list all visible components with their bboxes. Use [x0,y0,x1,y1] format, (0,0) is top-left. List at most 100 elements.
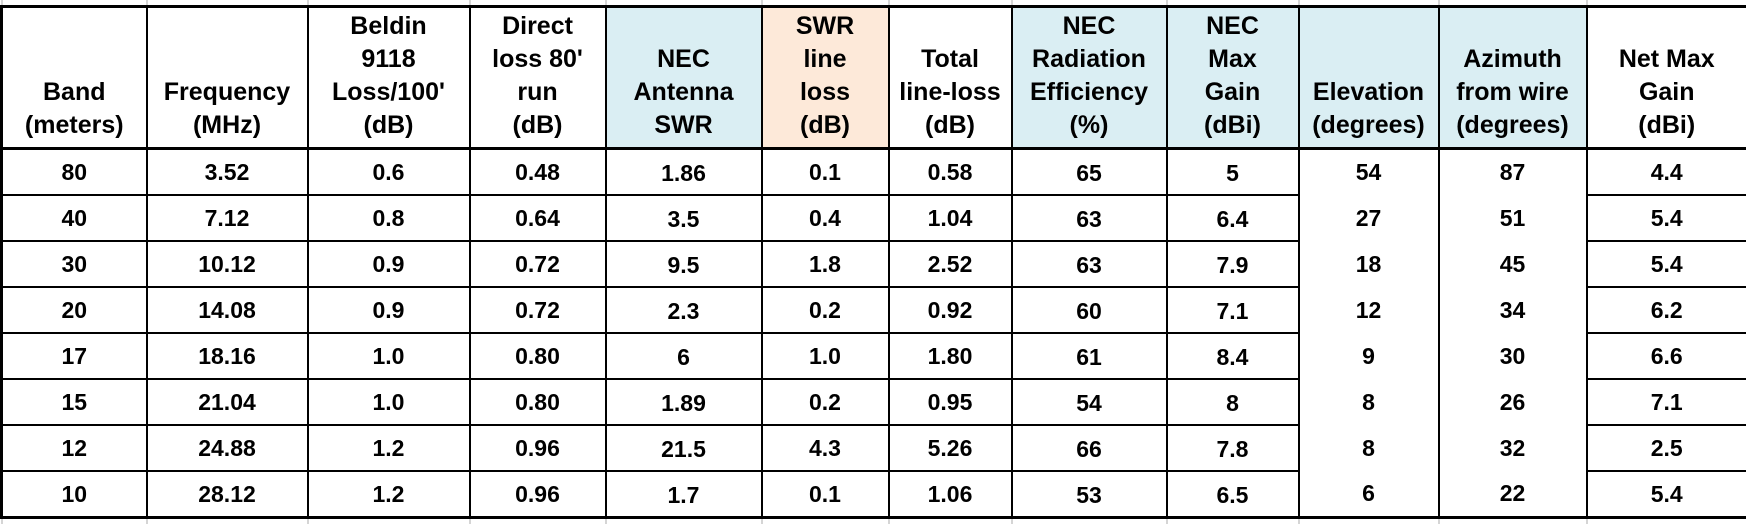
cell-nec-antenna-swr: 2.3 [606,287,762,333]
cell-net-max-gain: 6.6 [1587,333,1746,379]
cell-frequency: 14.08 [147,287,308,333]
cell-net-max-gain: 5.4 [1587,471,1746,518]
cell-nec-antenna-swr: 9.5 [606,241,762,287]
cell-elevation: 8 [1299,425,1439,471]
cell-total-line-loss: 1.04 [889,195,1012,241]
cell-total-line-loss: 1.06 [889,471,1012,518]
cell-net-max-gain: 5.4 [1587,195,1746,241]
cell-azimuth: 26 [1439,379,1587,425]
cell-azimuth: 51 [1439,195,1587,241]
cell-band: 20 [2,287,147,333]
cell-nec-antenna-swr: 21.5 [606,425,762,471]
cell-beldin-loss: 1.0 [308,333,470,379]
cell-nec-antenna-swr: 6 [606,333,762,379]
cell-elevation: 8 [1299,379,1439,425]
cell-nec-max-gain: 7.8 [1167,425,1299,471]
header-cell-swr-line-loss: SWR line loss (dB) [762,7,889,149]
cell-band: 40 [2,195,147,241]
cell-nec-radiation-efficiency: 61 [1012,333,1167,379]
gridline-tick [147,518,308,524]
cell-net-max-gain: 7.1 [1587,379,1746,425]
cell-nec-radiation-efficiency: 54 [1012,379,1167,425]
cell-nec-max-gain: 6.4 [1167,195,1299,241]
gridline-tick [1587,518,1746,524]
cell-band: 15 [2,379,147,425]
gridline-tick [1167,518,1299,524]
cell-frequency: 28.12 [147,471,308,518]
header-cell-nec-radiation-efficiency: NEC Radiation Efficiency (%) [1012,7,1167,149]
cell-band: 10 [2,471,147,518]
cell-band: 80 [2,149,147,196]
cell-net-max-gain: 5.4 [1587,241,1746,287]
cell-swr-line-loss: 1.8 [762,241,889,287]
cell-frequency: 18.16 [147,333,308,379]
cell-azimuth: 34 [1439,287,1587,333]
cell-band: 12 [2,425,147,471]
cell-nec-radiation-efficiency: 63 [1012,241,1167,287]
cell-azimuth: 87 [1439,149,1587,196]
header-cell-elevation: Elevation (degrees) [1299,7,1439,149]
cell-direct-loss: 0.72 [470,241,606,287]
gridline-tick [2,518,147,524]
cell-swr-line-loss: 0.4 [762,195,889,241]
cell-direct-loss: 0.72 [470,287,606,333]
cell-direct-loss: 0.80 [470,379,606,425]
cell-direct-loss: 0.80 [470,333,606,379]
cell-elevation: 9 [1299,333,1439,379]
cell-net-max-gain: 6.2 [1587,287,1746,333]
cell-nec-antenna-swr: 1.7 [606,471,762,518]
cell-elevation: 27 [1299,195,1439,241]
cell-total-line-loss: 2.52 [889,241,1012,287]
cell-nec-antenna-swr: 1.89 [606,379,762,425]
cell-nec-radiation-efficiency: 53 [1012,471,1167,518]
gridline-tick [308,518,470,524]
gridline-tick [606,518,762,524]
gridline-tick [1439,518,1587,524]
cell-azimuth: 32 [1439,425,1587,471]
cell-beldin-loss: 0.8 [308,195,470,241]
cell-beldin-loss: 1.0 [308,379,470,425]
cell-frequency: 7.12 [147,195,308,241]
cell-elevation: 6 [1299,471,1439,518]
cell-swr-line-loss: 1.0 [762,333,889,379]
gridline-strip-bottom [2,518,1746,524]
cell-swr-line-loss: 0.1 [762,149,889,196]
cell-frequency: 21.04 [147,379,308,425]
cell-nec-max-gain: 8 [1167,379,1299,425]
cell-total-line-loss: 1.80 [889,333,1012,379]
cell-elevation: 12 [1299,287,1439,333]
header-cell-net-max-gain: Net Max Gain (dBi) [1587,7,1746,149]
cell-nec-radiation-efficiency: 60 [1012,287,1167,333]
cell-nec-max-gain: 7.1 [1167,287,1299,333]
cell-frequency: 10.12 [147,241,308,287]
cell-azimuth: 22 [1439,471,1587,518]
gridline-tick [470,518,606,524]
cell-total-line-loss: 0.95 [889,379,1012,425]
cell-nec-max-gain: 5 [1167,149,1299,196]
cell-direct-loss: 0.48 [470,149,606,196]
cell-swr-line-loss: 4.3 [762,425,889,471]
cell-swr-line-loss: 0.2 [762,379,889,425]
header-cell-azimuth: Azimuth from wire (degrees) [1439,7,1587,149]
header-cell-nec-max-gain: NEC Max Gain (dBi) [1167,7,1299,149]
cell-frequency: 24.88 [147,425,308,471]
cell-direct-loss: 0.96 [470,425,606,471]
gridline-tick [1012,518,1167,524]
header-cell-beldin-loss: Beldin 9118 Loss/100' (dB) [308,7,470,149]
header-cell-band: Band (meters) [2,7,147,149]
header-cell-nec-antenna-swr: NEC Antenna SWR [606,7,762,149]
gridline-tick [762,518,889,524]
header-row: Band (meters) Frequency (MHz) Beldin 911… [2,7,1746,149]
cell-net-max-gain: 4.4 [1587,149,1746,196]
cell-nec-radiation-efficiency: 66 [1012,425,1167,471]
header-cell-total-line-loss: Total line-loss (dB) [889,7,1012,149]
cell-azimuth: 30 [1439,333,1587,379]
